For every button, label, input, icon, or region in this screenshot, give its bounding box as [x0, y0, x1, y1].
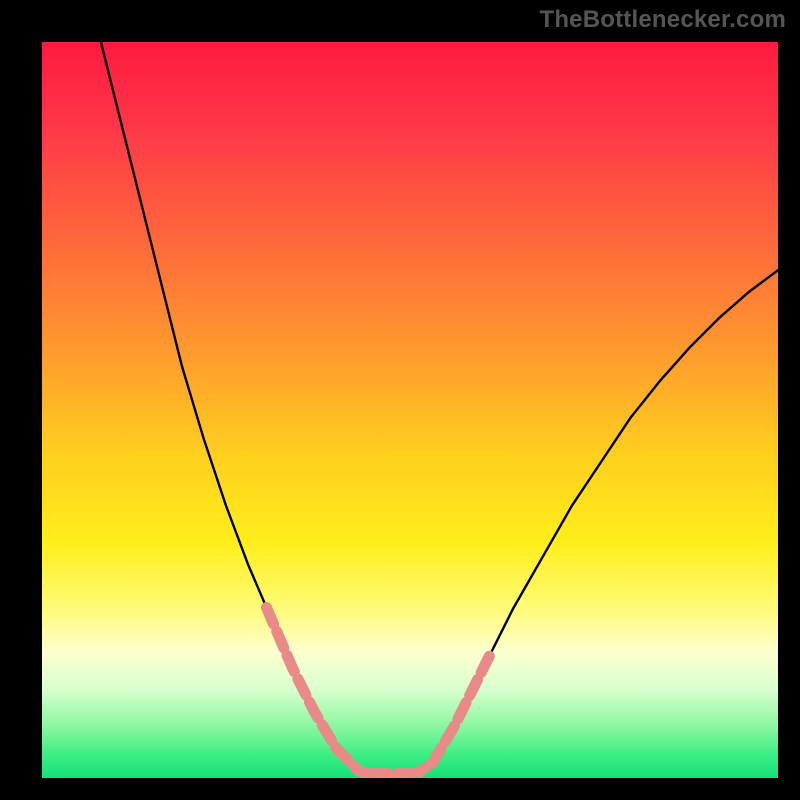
gradient-background: [42, 42, 778, 778]
bottleneck-v-chart: [42, 42, 778, 778]
plot-area: [42, 42, 778, 778]
watermark-text: TheBottlenecker.com: [539, 6, 786, 34]
